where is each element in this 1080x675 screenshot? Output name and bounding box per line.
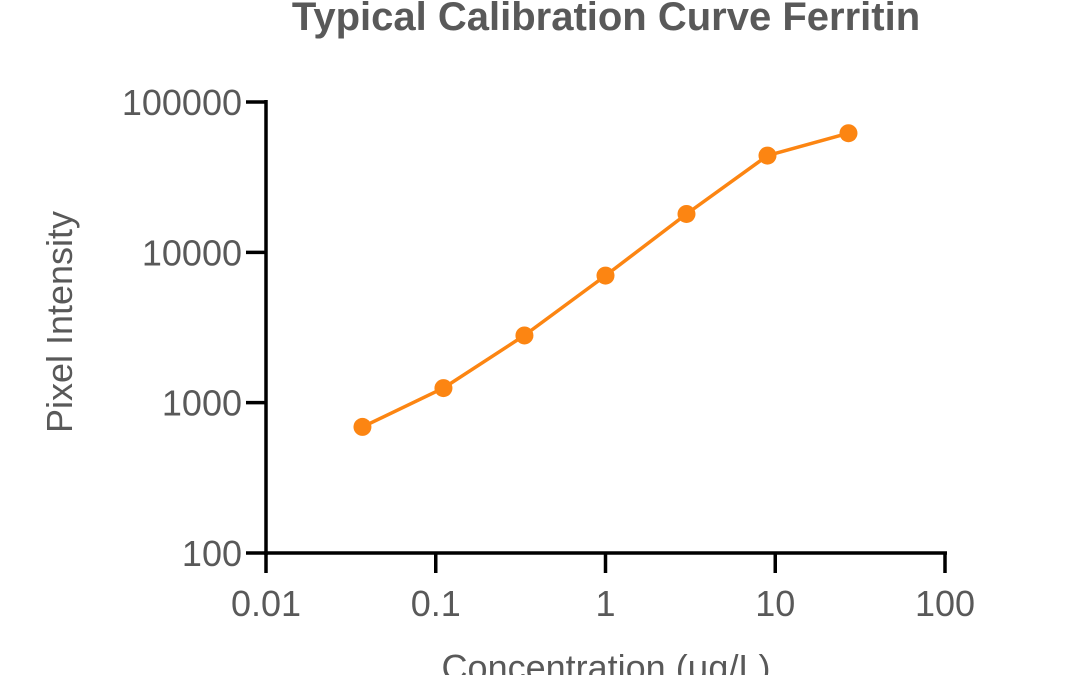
x-ticks: 0.01 0.1 1 10 100: [231, 553, 975, 624]
data-point: [596, 266, 615, 285]
x-tick-label: 100: [915, 583, 975, 624]
series-layer: [353, 124, 858, 436]
x-tick-label: 10: [755, 583, 795, 624]
x-tick-label: 0.1: [411, 583, 461, 624]
data-point: [758, 146, 777, 165]
y-tick-label: 10000: [142, 232, 242, 273]
y-tick-label: 100: [182, 533, 242, 574]
y-tick-label: 100000: [122, 82, 242, 123]
x-axis-label: Concentration (μg/L): [442, 647, 771, 675]
data-point: [839, 124, 858, 143]
y-tick-label: 1000: [162, 383, 242, 424]
y-axis-label: Pixel Intensity: [39, 211, 80, 433]
y-ticks: 100 1000 10000 100000: [122, 82, 266, 574]
data-point: [434, 379, 453, 398]
data-point: [677, 204, 696, 223]
x-tick-label: 0.01: [231, 583, 301, 624]
data-point: [515, 326, 534, 345]
x-tick-label: 1: [595, 583, 615, 624]
data-point: [353, 417, 372, 436]
chart-title: Typical Calibration Curve Ferritin: [292, 0, 920, 39]
